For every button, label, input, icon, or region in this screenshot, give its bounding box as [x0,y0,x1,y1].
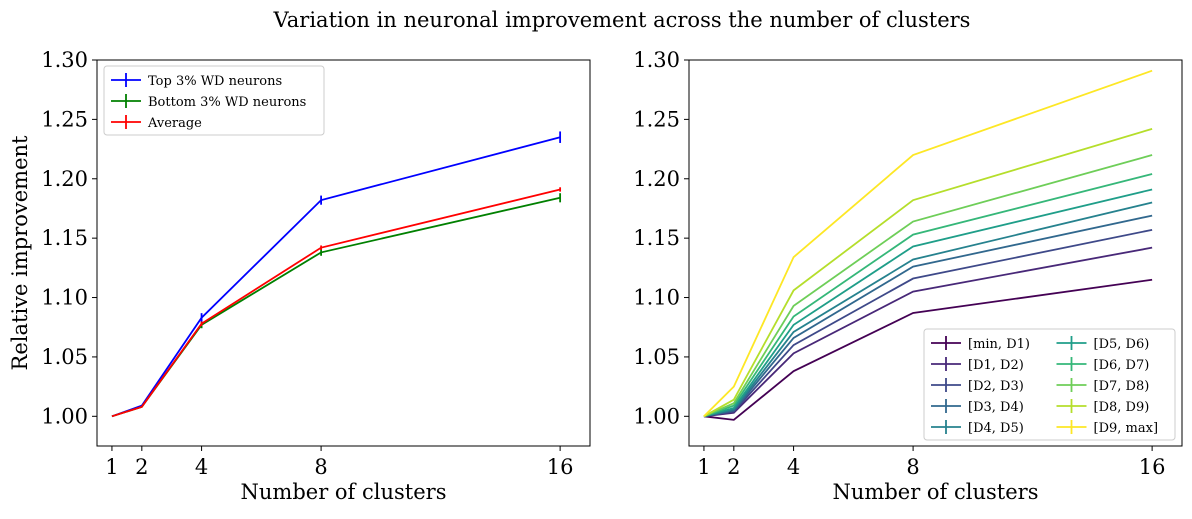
right-chart-panel: 1 2 4 8 16 1.00 1.05 1.10 1.15 1.20 1.25 1.30 Number… [633,48,1183,504]
y-tick-label: 1.10 [633,286,680,310]
legend-frame [103,65,325,136]
legend-entry-label: [D2, D3) [968,379,1024,394]
series-line-6 [703,188,1153,418]
legend-entry-label: [D6, D7) [1094,358,1150,373]
series-line-8 [703,154,1153,418]
series-line-10 [703,69,1153,417]
x-axis-label: Number of clusters [833,480,1039,504]
y-axis-label: Relative improvement [8,135,32,371]
legend-frame [923,328,1176,441]
series-line-2 [111,196,561,418]
legend-entry-label: [D8, D9) [1094,400,1150,415]
x-tick-label: 8 [314,455,327,479]
series-line-1 [703,278,1153,421]
y-tick-label: 1.00 [41,404,88,428]
legend-entry-label: [D7, D8) [1094,379,1150,394]
y-tick-label: 1.25 [41,107,88,131]
legend-entry-label: [D3, D4) [968,400,1024,415]
x-tick-label: 2 [727,455,740,479]
legend: Top 3% WD neurons Bottom 3% WD neurons Ave… [103,65,325,136]
legend-entry-label: [min, D1) [968,337,1030,352]
y-tick-label: 1.20 [41,167,88,191]
legend-entry-label: [D1, D2) [968,358,1024,373]
series-line-9 [703,128,1153,418]
plot-frame [96,59,591,447]
y-tick-label: 1.25 [633,107,680,131]
y-tick-label: 1.20 [633,167,680,191]
left-chart-panel: 1 2 4 8 16 1.00 1.05 1.10 1.15 1.20 1.25 1.30 Number… [8,48,591,504]
x-tick-label: 4 [787,455,800,479]
legend-entry-label: [D9, max] [1094,421,1159,436]
y-tick-label: 1.15 [41,226,88,250]
x-tick-label: 16 [1139,455,1166,479]
series-line-3 [111,188,561,418]
x-tick-label: 8 [906,455,919,479]
x-tick-label: 4 [195,455,208,479]
legend-entry-label: Top 3% WD neurons [148,74,282,89]
x-axis-label: Number of clusters [241,480,447,504]
legend-entry-label: [D4, D5) [968,421,1024,436]
legend-entry-label: [D5, D6) [1094,337,1150,352]
series-line-7 [703,173,1153,418]
legend-entry-label: Bottom 3% WD neurons [148,95,306,110]
y-tick-label: 1.10 [41,286,88,310]
figure-suptitle: Variation in neuronal improvement across… [273,8,971,32]
y-tick-label: 1.30 [633,48,680,72]
x-tick-label: 1 [105,455,118,479]
legend: [min, D1) [D1, D2) [D2, D3) [D3, D4) [D4, D5… [923,328,1176,441]
y-tick-label: 1.30 [41,48,88,72]
series-line-1 [111,136,561,418]
x-tick-label: 2 [135,455,148,479]
y-tick-label: 1.05 [41,345,88,369]
y-tick-label: 1.00 [633,404,680,428]
y-tick-label: 1.05 [633,345,680,369]
y-tick-label: 1.15 [633,226,680,250]
x-tick-label: 16 [547,455,574,479]
plot-frame [688,59,1183,447]
legend-entry-label: Average [147,116,202,131]
x-tick-label: 1 [697,455,710,479]
